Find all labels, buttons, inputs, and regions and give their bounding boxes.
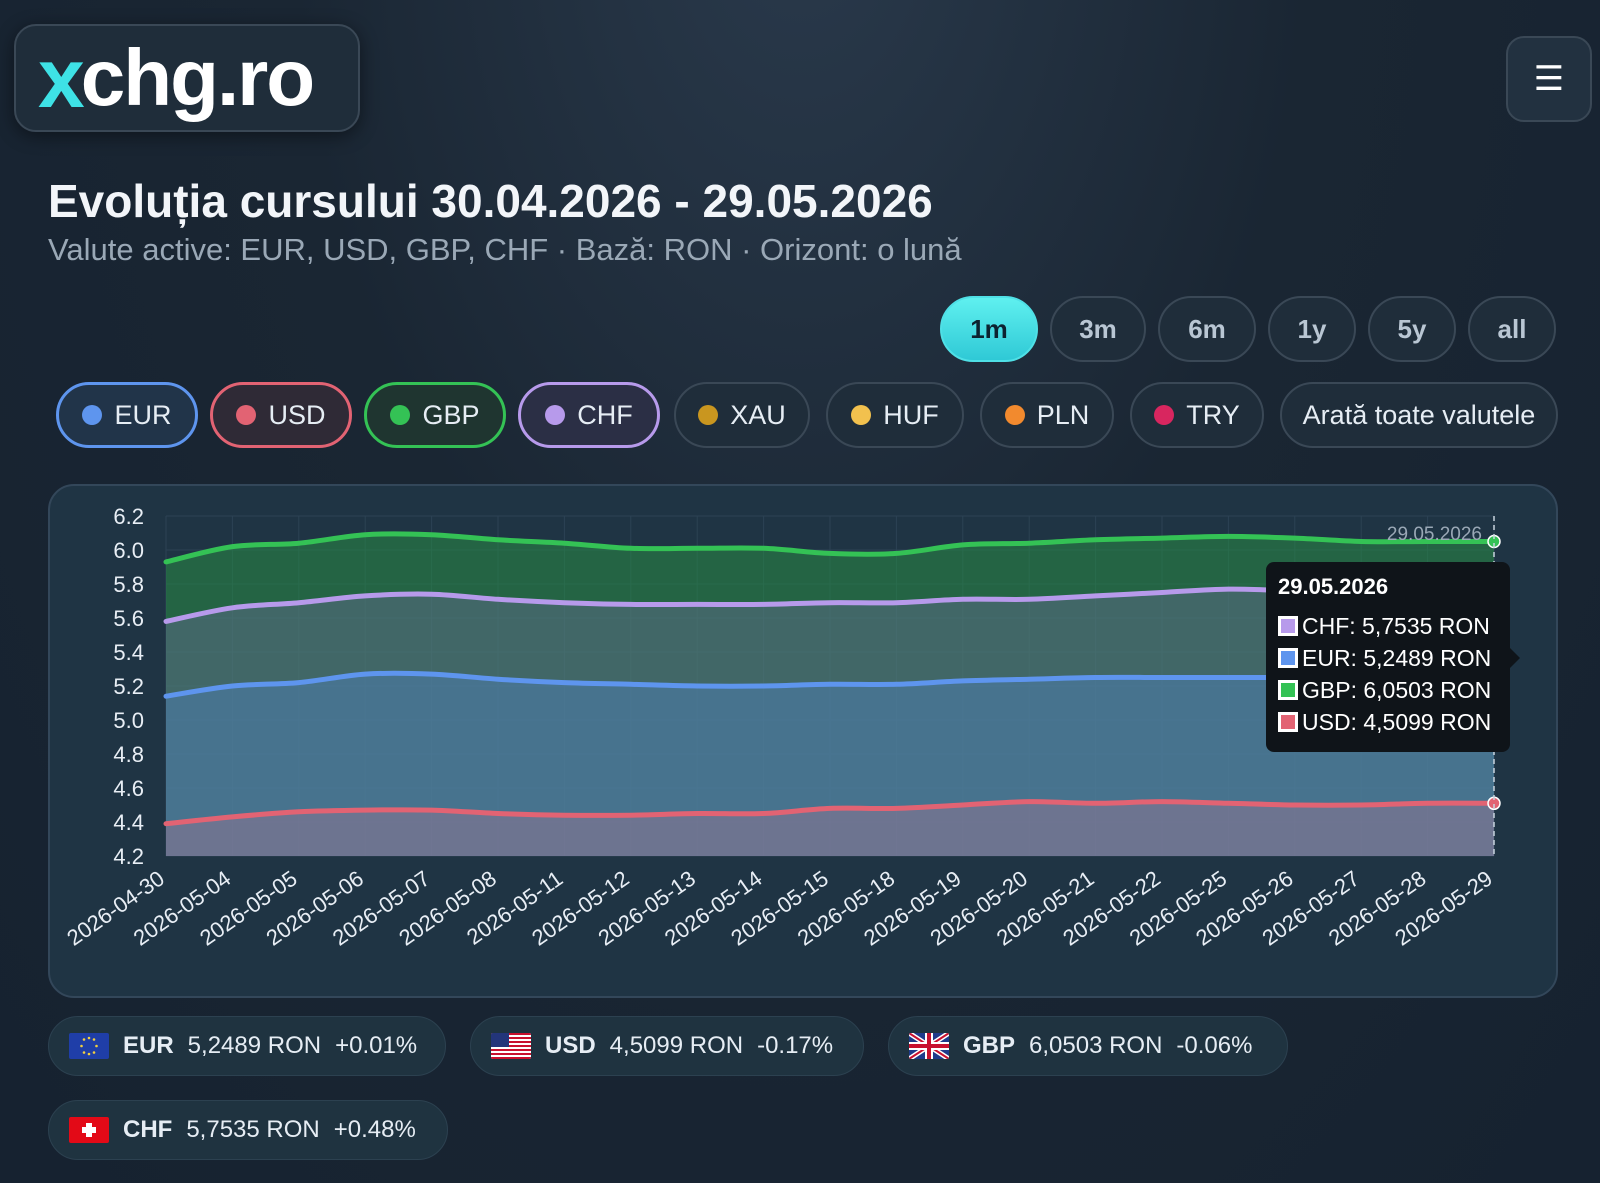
y-tick-label: 4.8 [113, 742, 144, 767]
tooltip-row-text: CHF: 5,7535 RON [1302, 612, 1490, 639]
chf-dot-icon [545, 405, 566, 425]
usd-dot-icon [236, 405, 257, 425]
line-usd [163, 799, 1497, 827]
range-5y-button[interactable]: 5y [1368, 296, 1456, 362]
currency-toggle-xau[interactable]: XAU [674, 382, 810, 448]
usd-swatch-icon [1278, 712, 1298, 732]
tooltip-row-usd: USD: 4,5099 RON [1278, 706, 1498, 738]
chf-swatch-icon [1278, 616, 1298, 636]
tooltip-title: 29.05.2026 [1278, 574, 1389, 599]
summary-change: +0.48% [333, 1116, 416, 1143]
line-gbp [163, 531, 1497, 565]
gbp-swatch-icon [1278, 680, 1298, 700]
currency-toggle-usd[interactable]: USD [210, 382, 352, 448]
y-tick-label: 5.2 [113, 674, 144, 699]
currency-toggle-huf[interactable]: HUF [826, 382, 964, 448]
currency-toggle-pln[interactable]: PLN [980, 382, 1114, 448]
pln-dot-icon [1004, 405, 1025, 425]
summary-chip-gbp: GBP 6,0503 RON -0.06% [888, 1016, 1288, 1076]
tooltip-row-text: GBP: 6,0503 RON [1302, 676, 1492, 703]
summary-code: CHF [123, 1116, 173, 1143]
chart-tooltip: 29.05.2026 CHF: 5,7535 RON EUR: 5,2489 R… [1266, 562, 1520, 752]
summary-value: 5,2489 RON [187, 1032, 322, 1059]
currency-label: USD [268, 399, 326, 430]
logo[interactable]: x chg.ro [14, 24, 360, 132]
currency-toggle-gbp[interactable]: GBP [364, 382, 506, 448]
eur-swatch-icon [1278, 648, 1298, 668]
uk-flag-icon [909, 1033, 949, 1059]
tooltip-row-text: EUR: 5,2489 RON [1302, 644, 1492, 671]
currency-label: TRY [1186, 399, 1240, 430]
currency-toggle-chf[interactable]: CHF [518, 382, 660, 448]
show-all-currencies-button[interactable]: Arată toate valutele [1280, 382, 1558, 448]
ch-flag-icon [69, 1117, 109, 1143]
y-tick-label: 4.6 [113, 776, 144, 801]
area-gbp [166, 533, 1494, 856]
exchange-rate-chart[interactable]: 6.2 6.0 5.8 5.6 5.4 5.2 5.0 4.8 4.6 4.4 4.2 29.05.2… [50, 486, 1558, 998]
tooltip-row-gbp: GBP: 6,0503 RON [1278, 674, 1498, 706]
eur-dot-icon [82, 405, 103, 425]
y-tick-label: 4.4 [113, 810, 144, 835]
page-title: Evoluția cursului 30.04.2026 - 29.05.202… [48, 175, 933, 227]
hover-date-label: 29.05.2026 [1387, 524, 1482, 545]
summary-code: USD [545, 1032, 596, 1059]
show-all-label: Arată toate valutele [1302, 399, 1536, 430]
currency-label: EUR [114, 399, 172, 430]
currency-toggle-eur[interactable]: EUR [56, 382, 198, 448]
y-tick-label: 6.2 [113, 504, 144, 529]
y-tick-label: 5.0 [113, 708, 144, 733]
range-all-button[interactable]: all [1468, 296, 1556, 362]
tooltip-row-eur: EUR: 5,2489 RON [1278, 642, 1498, 674]
range-3m-button[interactable]: 3m [1050, 296, 1146, 362]
area-chf [166, 589, 1494, 856]
range-1m-button[interactable]: 1m [940, 296, 1038, 362]
menu-button[interactable]: ☰ [1506, 36, 1592, 122]
us-flag-icon [491, 1033, 531, 1059]
summary-code: GBP [963, 1032, 1016, 1059]
range-1y-button[interactable]: 1y [1268, 296, 1356, 362]
y-tick-label: 5.8 [113, 572, 144, 597]
page-subtitle: Valute active: EUR, USD, GBP, CHF · Bază… [48, 232, 962, 267]
currency-label: GBP [422, 399, 480, 430]
currency-label: PLN [1036, 399, 1090, 430]
logo-text: chg.ro [80, 33, 315, 122]
summary-chip-chf: CHF 5,7535 RON +0.48% [48, 1100, 448, 1160]
range-6m-button[interactable]: 6m [1158, 296, 1256, 362]
logo-x: x [38, 31, 85, 125]
try-dot-icon [1154, 405, 1175, 425]
summary-chip-eur: EUR 5,2489 RON +0.01% [48, 1016, 446, 1076]
summary-change: -0.17% [757, 1032, 834, 1059]
gbp-dot-icon [390, 405, 411, 425]
summary-value: 6,0503 RON [1029, 1032, 1163, 1059]
area-eur [166, 673, 1494, 856]
tooltip-row-text: USD: 4,5099 RON [1302, 708, 1492, 735]
chart-card: 6.2 6.0 5.8 5.6 5.4 5.2 5.0 4.8 4.6 4.4 4.2 29.05.2… [48, 484, 1558, 998]
summary-change: -0.06% [1176, 1032, 1253, 1059]
y-tick-label: 4.2 [113, 844, 144, 869]
currency-label: HUF [883, 399, 939, 430]
currency-toggle-try[interactable]: TRY [1130, 382, 1264, 448]
eu-flag-icon [69, 1033, 109, 1059]
summary-change: +0.01% [335, 1032, 418, 1059]
currency-label: XAU [730, 399, 786, 430]
summary-chip-usd: USD 4,5099 RON -0.17% [470, 1016, 864, 1076]
huf-dot-icon [851, 405, 872, 425]
hamburger-icon: ☰ [1533, 60, 1565, 98]
currency-label: CHF [577, 399, 633, 430]
y-tick-label: 5.6 [113, 606, 144, 631]
y-tick-label: 5.4 [113, 640, 144, 665]
summary-code: EUR [123, 1032, 174, 1059]
xau-dot-icon [698, 405, 719, 425]
y-tick-label: 6.0 [113, 538, 144, 563]
tooltip-row-chf: CHF: 5,7535 RON [1278, 610, 1498, 642]
summary-value: 4,5099 RON [609, 1032, 744, 1059]
summary-value: 5,7535 RON [186, 1116, 320, 1143]
